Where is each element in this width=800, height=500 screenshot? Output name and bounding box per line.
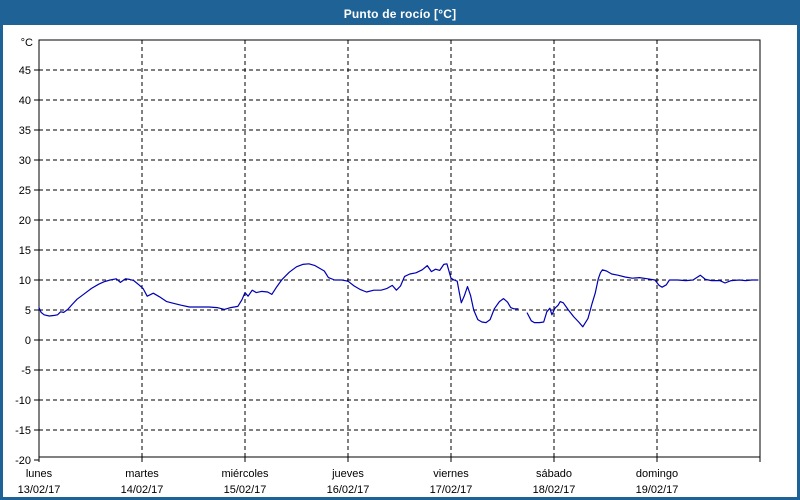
dew-point-line xyxy=(38,263,759,328)
y-tick-label: 45 xyxy=(19,65,31,77)
x-day-label: martes xyxy=(125,468,159,480)
y-axis-unit-label: °C xyxy=(21,37,33,49)
y-tick-label: 20 xyxy=(19,215,31,227)
y-tick-label: -10 xyxy=(15,395,31,407)
y-tick-label: 10 xyxy=(19,275,31,287)
y-tick-label: -20 xyxy=(15,455,31,467)
y-tick-label: 30 xyxy=(19,155,31,167)
dew-point-chart: -20 -15 -10 -5 0 5 10 15 20 25 30 35 40 45 °C lunes 13/0… xyxy=(15,37,761,496)
x-date-label: 15/02/17 xyxy=(224,484,267,496)
x-date-label: 16/02/17 xyxy=(327,484,370,496)
x-day-label: domingo xyxy=(636,468,678,480)
plot-frame xyxy=(38,39,761,458)
y-tick-label: 5 xyxy=(25,305,31,317)
x-day-label: jueves xyxy=(331,468,364,480)
window-titlebar: Punto de rocío [°C] xyxy=(3,3,797,25)
chart-area: -20 -15 -10 -5 0 5 10 15 20 25 30 35 40 45 °C lunes 13/0… xyxy=(3,25,797,497)
x-day-label: miércoles xyxy=(221,468,269,480)
x-date-label: 13/02/17 xyxy=(18,484,61,496)
y-tick-label: 40 xyxy=(19,95,31,107)
y-tick-label: 0 xyxy=(25,335,31,347)
y-tick-label: -15 xyxy=(15,425,31,437)
y-tick-label: 15 xyxy=(19,245,31,257)
x-date-label: 14/02/17 xyxy=(121,484,164,496)
y-tick-label: 35 xyxy=(19,125,31,137)
x-day-label: sábado xyxy=(536,468,572,480)
x-date-label: 18/02/17 xyxy=(533,484,576,496)
x-day-label: lunes xyxy=(26,468,53,480)
x-day-label: viernes xyxy=(433,468,469,480)
y-tick-label: 25 xyxy=(19,185,31,197)
y-tick-label: -5 xyxy=(21,365,31,377)
x-date-label: 19/02/17 xyxy=(636,484,679,496)
x-date-label: 17/02/17 xyxy=(430,484,473,496)
chart-title: Punto de rocío [°C] xyxy=(343,7,457,21)
